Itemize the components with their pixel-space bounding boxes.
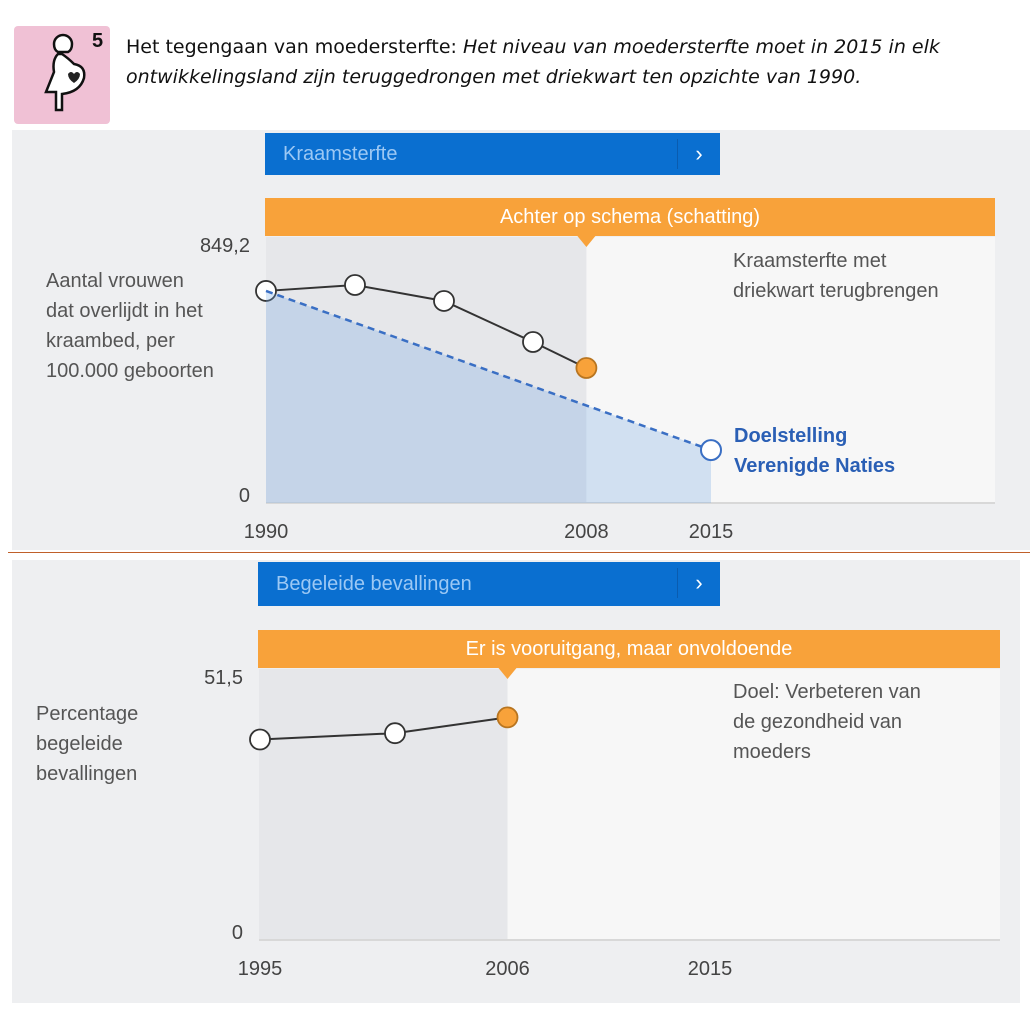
target-area xyxy=(266,290,711,503)
label-line: Aantal vrouwen xyxy=(46,270,184,292)
data-point xyxy=(249,728,271,751)
data-point xyxy=(384,722,406,745)
pregnant-woman-icon xyxy=(44,33,86,112)
observed-period-background xyxy=(266,237,587,503)
chevron-right-icon[interactable]: › xyxy=(677,139,720,169)
headline-plain: Het tegengaan van moedersterfte: xyxy=(126,36,463,58)
label-line: Doel: Verbeteren van xyxy=(733,681,921,703)
label-line: bevallingen xyxy=(36,763,138,785)
dropdown-label: Begeleide bevallingen xyxy=(276,573,472,595)
label-line: Doelstelling xyxy=(734,425,848,447)
label-line: moeders xyxy=(733,741,811,763)
y-tick-label: 0 xyxy=(232,922,243,944)
label-line: 100.000 geboorten xyxy=(46,360,214,382)
headline-italic-2: ontwikkelingsland zijn teruggedrongen me… xyxy=(126,66,862,88)
y-axis-label-2: Percentage begeleide bevallingen xyxy=(36,699,138,789)
target-line xyxy=(265,289,712,452)
status-banner-1: Achter op schema (schatting) xyxy=(265,198,995,236)
dropdown-label: Kraamsterfte xyxy=(283,143,398,165)
label-line: Kraamsterfte met xyxy=(733,250,887,272)
label-line: driekwart terugbrengen xyxy=(733,280,939,302)
latest-data-point xyxy=(496,706,519,729)
label-line: kraambed, per xyxy=(46,330,175,352)
y-tick-label: 51,5 xyxy=(204,667,243,689)
chevron-right-icon[interactable]: › xyxy=(677,568,720,598)
goal-icon-box xyxy=(14,26,110,124)
status-pointer xyxy=(577,236,596,247)
status-pointer xyxy=(498,668,517,679)
headline-line2: ontwikkelingsland zijn teruggedrongen me… xyxy=(126,66,861,88)
y-tick-label: 849,2 xyxy=(200,235,250,257)
observed-period-background xyxy=(259,669,508,940)
target-point xyxy=(700,439,722,462)
data-point xyxy=(433,290,455,312)
indicator-dropdown-2[interactable]: Begeleide bevallingen › xyxy=(258,562,720,606)
goal-number: 5 xyxy=(92,30,104,52)
label-line: dat overlijdt in het xyxy=(46,300,203,322)
x-tick-label: 1995 xyxy=(238,958,283,980)
y-tick-label: 0 xyxy=(239,485,250,507)
x-tick-label: 2015 xyxy=(689,521,734,543)
annotation-1: Kraamsterfte met driekwart terugbrengen xyxy=(733,246,939,306)
x-tick-label: 2008 xyxy=(564,521,609,543)
label-line: de gezondheid van xyxy=(733,711,903,733)
y-axis-label-1: Aantal vrouwen dat overlijdt in het kraa… xyxy=(46,266,214,386)
status-banner-2: Er is vooruitgang, maar onvoldoende xyxy=(258,630,1000,668)
divider xyxy=(8,552,1030,553)
x-tick-label: 1990 xyxy=(244,521,289,543)
headline-line1: Het tegengaan van moedersterfte: Het niv… xyxy=(126,36,940,58)
x-tick-label: 2006 xyxy=(485,958,530,980)
indicator-dropdown-1[interactable]: Kraamsterfte › xyxy=(265,133,720,175)
label-line: Percentage xyxy=(36,703,139,725)
label-line: Verenigde Naties xyxy=(734,455,896,477)
data-point xyxy=(344,274,366,296)
x-tick-label: 2015 xyxy=(688,958,733,980)
annotation-2: Doel: Verbeteren van de gezondheid van m… xyxy=(733,677,921,767)
data-point xyxy=(522,331,544,353)
label-line: begeleide xyxy=(36,733,123,755)
headline-italic-1: Het niveau van moedersterfte moet in 201… xyxy=(462,36,940,58)
latest-data-point xyxy=(575,357,598,379)
target-label: Doelstelling Verenigde Naties xyxy=(734,421,895,481)
